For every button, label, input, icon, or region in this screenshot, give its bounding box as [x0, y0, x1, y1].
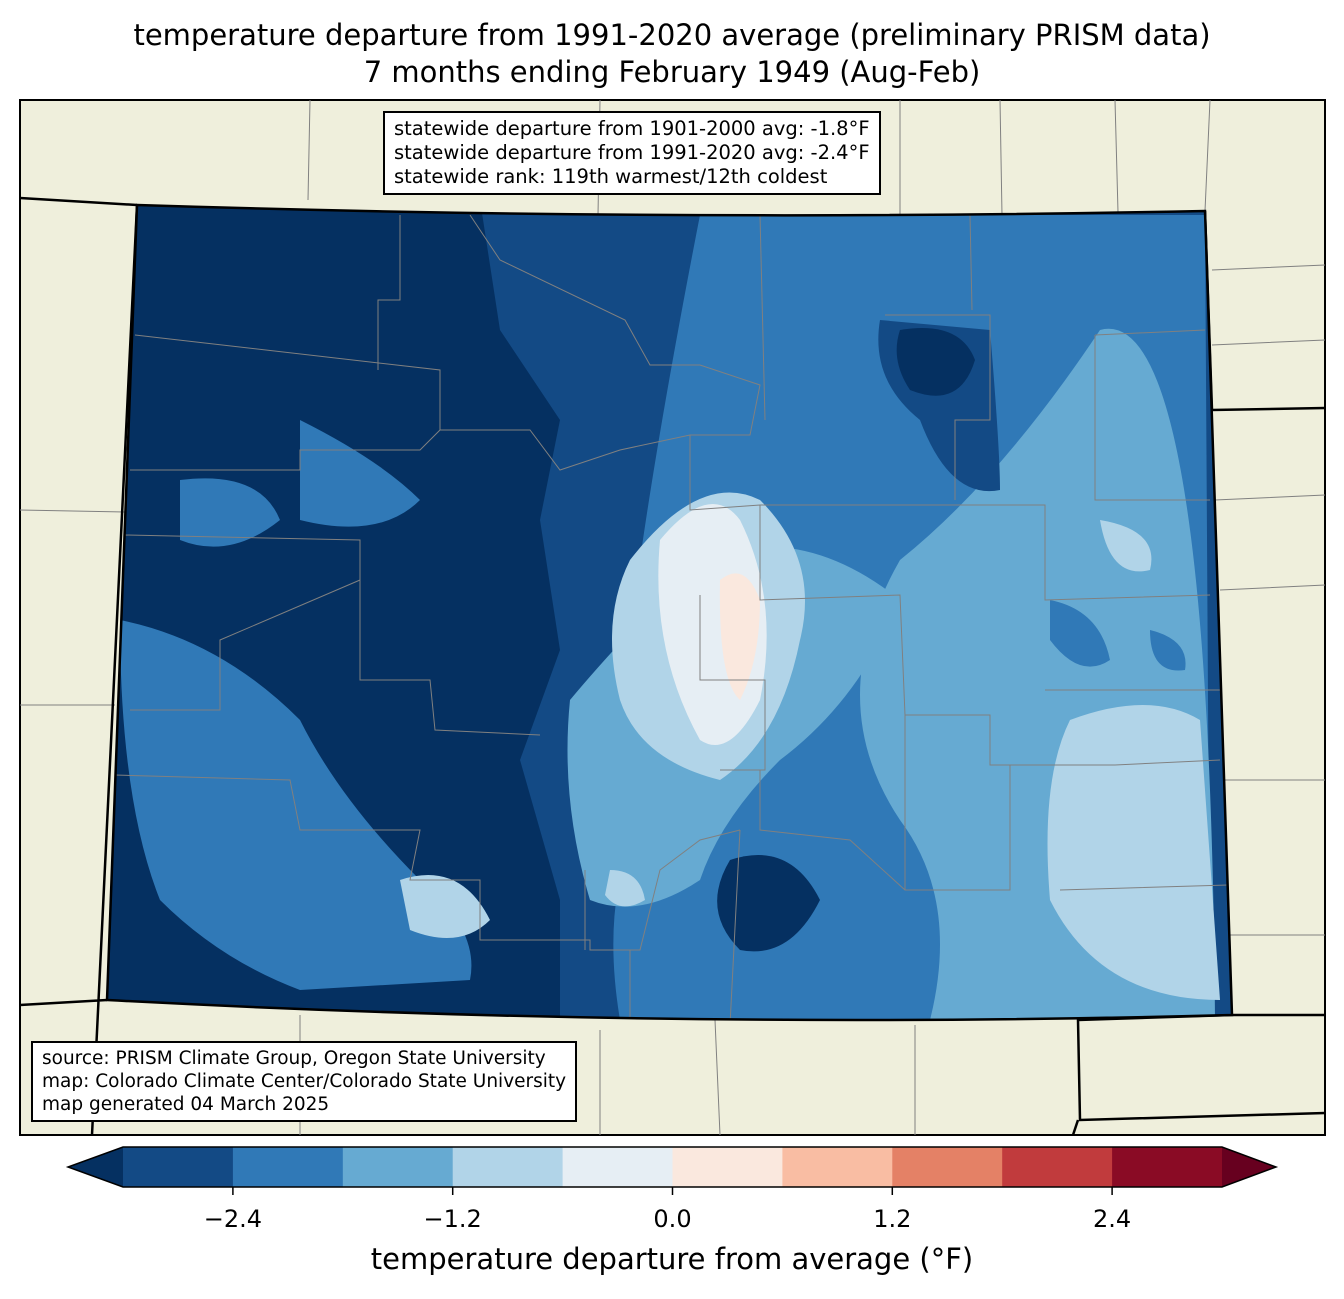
colorbar-tick-label: 1.2: [873, 1205, 912, 1233]
colorbar-over-extend: [1222, 1147, 1276, 1187]
source-box: source: PRISM Climate Group, Oregon Stat…: [31, 1041, 578, 1122]
colorbar-under-extend: [68, 1147, 123, 1187]
colorbar-bin: [342, 1147, 454, 1187]
colorbar-bin: [123, 1147, 234, 1187]
temperature-field: [107, 205, 1232, 1020]
colorbar-bin: [452, 1147, 564, 1187]
colorbar-tick-label: −1.2: [423, 1205, 482, 1233]
colorbar-bin: [1112, 1147, 1223, 1187]
colorbar-tick-label: −2.4: [203, 1205, 263, 1233]
map-title: temperature departure from 1991-2020 ave…: [133, 18, 1211, 52]
source-generated: map generated 04 March 2025: [42, 1094, 330, 1115]
map-subtitle: 7 months ending February 1949 (Aug-Feb): [363, 55, 981, 89]
colorbar-bin: [562, 1147, 673, 1187]
county-lines: [114, 214, 1229, 1020]
colorbar-tick-label: 0.0: [653, 1205, 692, 1233]
colorbar-bin: [672, 1147, 783, 1187]
colorado-border: [105, 203, 1234, 1022]
source-map: map: Colorado Climate Center/Colorado St…: [42, 1071, 567, 1092]
colorbar-outline: [65, 1146, 1279, 1188]
colorbar-label: temperature departure from average (°F): [370, 1242, 974, 1276]
stats-departure-1901-2000: statewide departure from 1901-2000 avg: …: [394, 117, 870, 140]
source-prism: source: PRISM Climate Group, Oregon Stat…: [42, 1048, 546, 1069]
stats-rank: statewide rank: 119th warmest/12th colde…: [394, 165, 828, 188]
stats-departure-1991-2020: statewide departure from 1991-2020 avg: …: [394, 141, 870, 164]
colorbar-bin: [232, 1147, 344, 1187]
colorbar-tick-label: 2.4: [1093, 1205, 1132, 1233]
colorbar-bin: [1002, 1147, 1113, 1187]
colorbar: [65, 1146, 1279, 1195]
colorbar-bin: [782, 1147, 893, 1187]
colorbar-bin: [892, 1147, 1003, 1187]
statewide-stats-box: statewide departure from 1901-2000 avg: …: [383, 111, 881, 195]
